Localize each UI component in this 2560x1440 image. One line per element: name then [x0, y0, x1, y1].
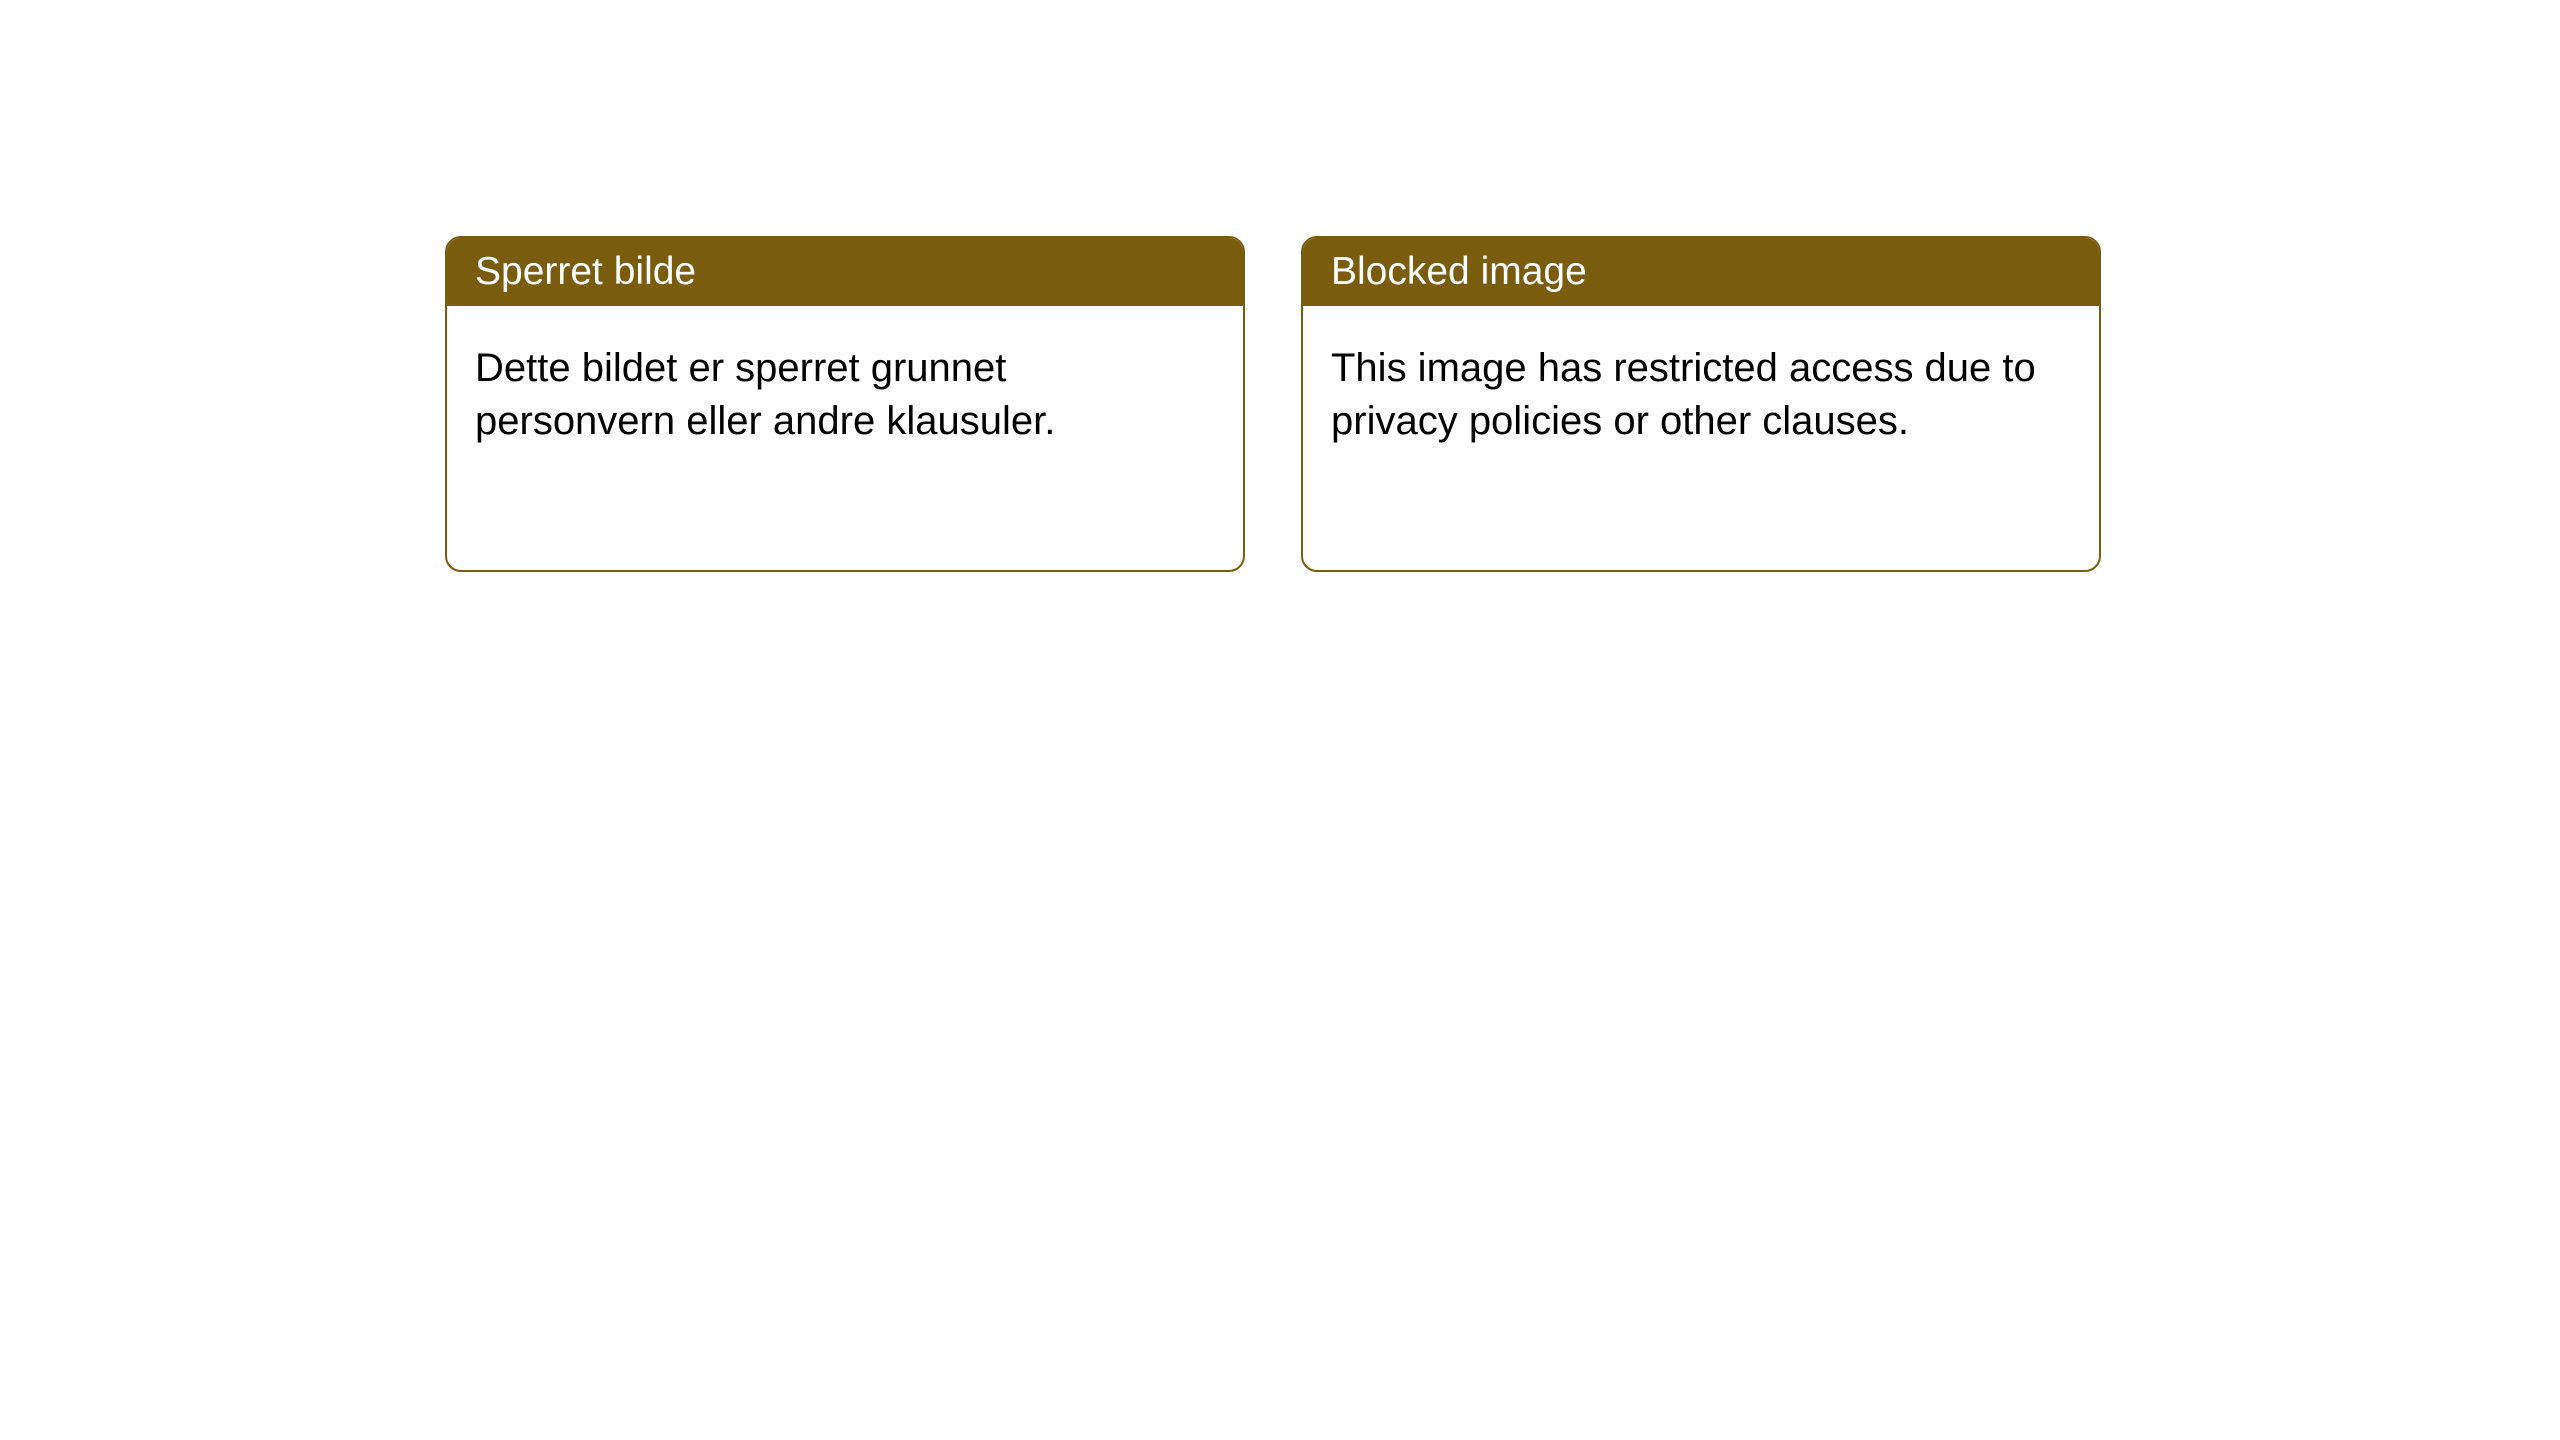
card-body: This image has restricted access due to … — [1303, 306, 2099, 484]
card-title: Blocked image — [1331, 250, 1587, 293]
card-body-text: This image has restricted access due to … — [1331, 346, 2036, 443]
card-body-text: Dette bildet er sperret grunnet personve… — [475, 346, 1055, 443]
notice-cards-container: Sperret bilde Dette bildet er sperret gr… — [445, 236, 2101, 572]
card-body: Dette bildet er sperret grunnet personve… — [447, 306, 1243, 484]
card-title: Sperret bilde — [475, 250, 696, 293]
card-header: Blocked image — [1303, 238, 2099, 306]
notice-card-norwegian: Sperret bilde Dette bildet er sperret gr… — [445, 236, 1245, 572]
notice-card-english: Blocked image This image has restricted … — [1301, 236, 2101, 572]
card-header: Sperret bilde — [447, 238, 1243, 306]
